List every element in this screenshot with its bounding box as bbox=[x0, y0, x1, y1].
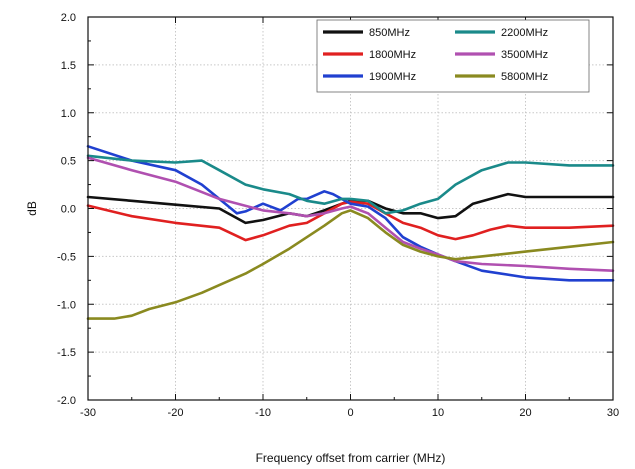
axis-ticks: -30 -20 -10 0 10 20 30 2.0 1.5 1.0 0.5 0.0 -0.5 -1.0 -… bbox=[57, 12, 619, 419]
x-tick-label: 20 bbox=[519, 407, 531, 419]
legend-label: 3500MHz bbox=[501, 49, 548, 61]
series-line-2200mhz bbox=[86, 154, 615, 215]
x-tick-label: -10 bbox=[255, 407, 271, 419]
legend-label: 1800MHz bbox=[369, 49, 416, 61]
y-axis-title: dB bbox=[25, 201, 39, 216]
y-tick-label: -1.5 bbox=[57, 347, 76, 359]
y-tick-label: 1.5 bbox=[61, 60, 76, 72]
x-tick-label: 0 bbox=[347, 407, 353, 419]
series-line-3500mhz bbox=[86, 156, 615, 273]
y-tick-label: 2.0 bbox=[61, 12, 76, 24]
y-tick-label: 1.0 bbox=[61, 108, 76, 120]
x-axis-title: Frequency offset from carrier (MHz) bbox=[256, 451, 446, 465]
y-tick-label: -0.5 bbox=[57, 251, 76, 263]
legend: 850MHz 1800MHz 1900MHz 2200MHz 3500MHz 5800MH… bbox=[316, 19, 590, 93]
legend-label: 5800MHz bbox=[501, 71, 548, 83]
series-line-1800mhz bbox=[86, 200, 615, 242]
legend-label: 850MHz bbox=[369, 27, 410, 39]
x-tick-label: 10 bbox=[432, 407, 444, 419]
legend-label: 2200MHz bbox=[501, 27, 548, 39]
x-tick-label: -30 bbox=[80, 407, 96, 419]
series-lines bbox=[86, 145, 615, 320]
x-tick-label: -20 bbox=[168, 407, 184, 419]
y-tick-label: 0.5 bbox=[61, 156, 76, 168]
y-tick-label: -2.0 bbox=[57, 395, 76, 407]
y-tick-label: -1.0 bbox=[57, 299, 76, 311]
series-line-5800mhz bbox=[86, 209, 615, 320]
y-tick-label: 0.0 bbox=[61, 204, 76, 216]
legend-label: 1900MHz bbox=[369, 71, 416, 83]
x-tick-label: 30 bbox=[607, 407, 619, 419]
